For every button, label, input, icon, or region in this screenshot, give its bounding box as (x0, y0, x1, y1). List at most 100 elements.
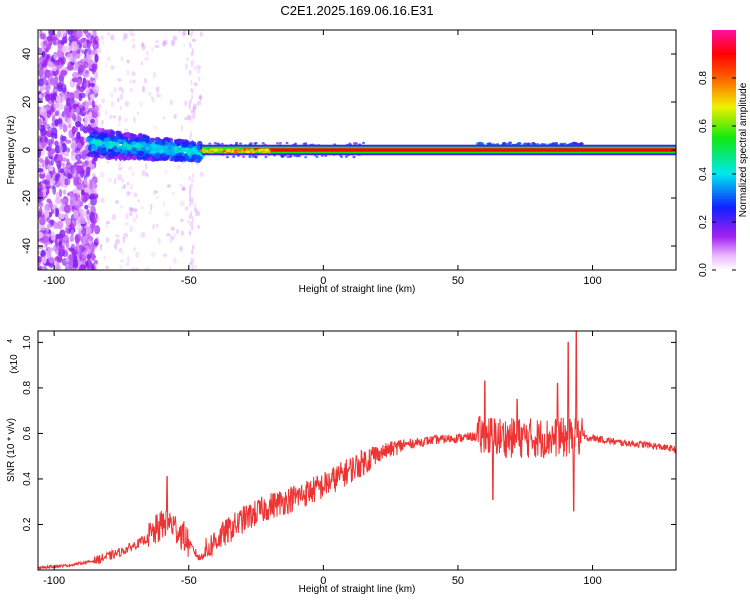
heatmap-cell (324, 154, 328, 158)
heatmap-cell (66, 158, 70, 165)
colorbar-ticks: 0.0 0.2 0.4 0.6 0.8 (698, 71, 736, 277)
heatmap-cell (44, 79, 49, 86)
heatmap-cell (61, 36, 68, 44)
heatmap-cell (141, 169, 146, 177)
heatmap-cell (112, 114, 117, 119)
heatmap-cell (213, 149, 218, 152)
heatmap-cell (142, 85, 146, 93)
heatmap-cell (109, 130, 115, 137)
heatmap-cell (152, 224, 155, 230)
heatmap-cell (60, 197, 68, 205)
heatmap-cell (200, 31, 204, 39)
heatmap-cell (122, 37, 126, 41)
heatmap-cell (92, 30, 97, 39)
heatmap-cell (77, 142, 82, 149)
heatmap-cell (64, 139, 72, 144)
heatmap-cell (93, 225, 99, 232)
heatmap-cell (84, 104, 89, 112)
heatmap-cell (59, 168, 65, 174)
heatmap-cell (99, 171, 105, 179)
heatmap-cell (190, 51, 193, 57)
heatmap-cell (119, 264, 123, 270)
heatmap-cell (83, 178, 87, 186)
heatmap-cell (78, 250, 83, 260)
heatmap-cell (128, 206, 134, 212)
heatmap-cell (38, 140, 42, 150)
heatmap-cell (131, 267, 135, 270)
x-tick-label: -100 (43, 275, 65, 287)
heatmap-cell (58, 206, 63, 212)
heatmap-cell (573, 141, 578, 145)
heatmap-cell (155, 139, 163, 144)
snr-y-ticks: 0.2 0.4 0.6 0.8 1.0 (22, 335, 676, 531)
heatmap-cell (131, 44, 136, 49)
heatmap-cell (120, 56, 124, 63)
heatmap-cell (38, 256, 42, 263)
heatmap-cell (121, 186, 124, 190)
heatmap-cell (193, 64, 197, 71)
heatmap-cell (45, 123, 51, 130)
heatmap-cell (190, 257, 193, 263)
heatmap-cell (48, 151, 54, 156)
heatmap-cell (54, 119, 59, 127)
heatmap-cell (105, 62, 108, 68)
heatmap-cell (95, 139, 100, 145)
heatmap-cell (164, 170, 168, 175)
snr-multiplier-base: (x10 (9, 354, 20, 374)
heatmap-cell (65, 239, 70, 250)
heatmap-cell (108, 177, 113, 183)
y-tick-label: 0.4 (22, 472, 33, 486)
heatmap-cell (182, 30, 187, 36)
heatmap-cell (83, 73, 90, 78)
heatmap-cell (100, 197, 105, 203)
heatmap-cell (130, 183, 134, 191)
heatmap-cell (86, 226, 92, 235)
heatmap-cell (59, 229, 66, 238)
heatmap-cell (93, 37, 98, 45)
heatmap-cell (84, 204, 89, 210)
heatmap-cell (146, 172, 149, 177)
heatmap-cell (195, 209, 199, 215)
heatmap-cell (126, 139, 132, 145)
heatmap-cell (85, 137, 93, 143)
heatmap-cell (191, 94, 194, 100)
heatmap-cell (140, 61, 144, 66)
heatmap-cell (193, 82, 198, 87)
heatmap-cell (71, 113, 77, 121)
heatmap-cell (121, 251, 124, 255)
heatmap-cell (75, 30, 83, 38)
heatmap-cell (83, 41, 88, 48)
heatmap-cell (54, 140, 59, 147)
heatmap-cell (38, 157, 44, 163)
heatmap-cell (94, 71, 99, 80)
heatmap-cell (186, 220, 190, 224)
heatmap-cell (276, 142, 279, 145)
heatmap-cell (115, 200, 119, 204)
colorbar-tick-label: 0.8 (698, 71, 709, 85)
heatmap-cell (96, 154, 101, 158)
heatmap-cell (101, 119, 104, 124)
heatmap-cell (127, 156, 131, 161)
heatmap-cell (53, 101, 59, 109)
heatmap-cell (150, 251, 156, 258)
heatmap-cell (139, 137, 146, 142)
x-tick-label: 0 (320, 275, 326, 287)
heatmap-cell (165, 233, 171, 237)
heatmap-cell (133, 117, 136, 123)
x-tick-label: 100 (583, 575, 601, 587)
heatmap-cell (88, 144, 92, 150)
heatmap-cell (41, 254, 47, 264)
heatmap-cell (50, 231, 56, 241)
heatmap-cell (123, 232, 129, 239)
heatmap-cell (72, 50, 77, 58)
heatmap-cell (192, 103, 197, 110)
heatmap-cell (119, 93, 124, 101)
heatmap-cell (141, 44, 146, 51)
heatmap-cell (198, 94, 203, 101)
heatmap-cell (163, 39, 168, 46)
heatmap-cell (105, 237, 110, 243)
heatmap-cell (128, 145, 133, 150)
heatmap-cell (113, 243, 118, 250)
heatmap-cell (181, 141, 189, 148)
heatmap-cell (152, 71, 157, 79)
